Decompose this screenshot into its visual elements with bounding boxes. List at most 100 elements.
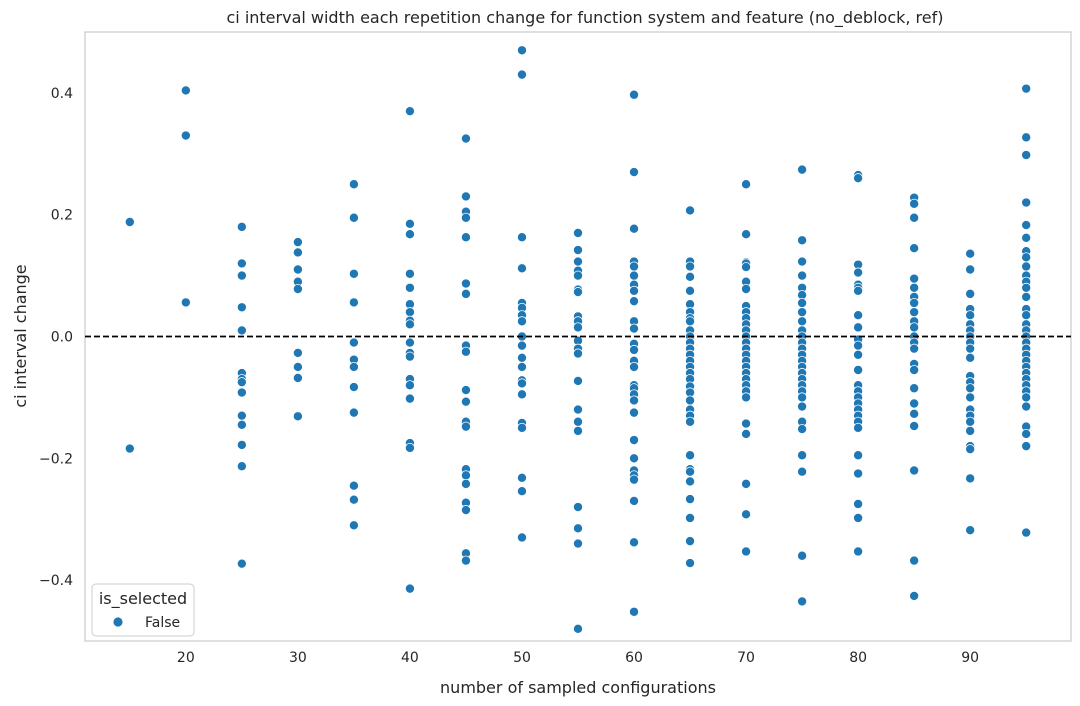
data-point [629,606,640,617]
data-point [629,395,640,406]
data-point [516,340,527,351]
data-point [404,218,415,229]
data-point [1021,252,1032,263]
data-point [460,346,471,357]
data-point [404,337,415,348]
x-axis-label: number of sampled configurations [440,678,716,697]
data-point [909,555,920,566]
data-point [741,392,752,403]
data-point [404,351,415,362]
data-point [292,264,303,275]
data-point [853,512,864,523]
data-point [797,596,808,607]
data-points [124,45,1032,634]
y-tick-label: 0.4 [51,86,73,102]
data-point [516,352,527,363]
data-point [460,278,471,289]
x-axis-ticks: 20 30 40 50 60 70 80 90 [177,650,979,666]
data-point [1021,441,1032,452]
data-point [853,349,864,360]
data-point [1021,282,1032,293]
data-point [797,164,808,175]
data-point [1021,310,1032,321]
data-point [124,443,135,454]
data-point [853,422,864,433]
data-point [348,520,359,531]
data-point [797,307,808,318]
data-point [685,205,696,216]
data-point [236,270,247,281]
data-point [292,361,303,372]
data-point [909,421,920,432]
data-point [348,268,359,279]
data-point [516,472,527,483]
data-point [965,288,976,299]
data-point [348,361,359,372]
data-point [909,273,920,284]
data-point [629,537,640,548]
data-point [348,212,359,223]
data-point [460,478,471,489]
data-point [460,396,471,407]
data-point [629,453,640,464]
y-axis-label: ci interval change [11,264,30,407]
data-point [404,268,415,279]
data-point [516,263,527,274]
data-point [629,167,640,178]
data-point [516,232,527,243]
data-point [460,421,471,432]
data-point [236,461,247,472]
data-point [853,322,864,333]
legend-marker [112,616,124,628]
x-tick-label: 40 [401,650,419,666]
data-point [629,361,640,372]
data-point [965,343,976,354]
data-point [685,512,696,523]
data-point [292,283,303,294]
data-point [629,89,640,100]
data-point [404,282,415,293]
data-point [797,256,808,267]
data-point [909,408,920,419]
data-point [1021,197,1032,208]
data-point [236,410,247,421]
data-point [1021,220,1032,231]
data-point [1021,83,1032,94]
data-point [629,344,640,355]
data-point [573,404,584,415]
data-point [573,227,584,238]
data-point [348,382,359,393]
data-point [909,383,920,394]
x-tick-label: 90 [961,650,979,666]
data-point [516,69,527,80]
data-point [685,494,696,505]
data-point [180,130,191,141]
data-point [236,302,247,313]
data-point [909,297,920,308]
data-point [236,439,247,450]
data-point [573,287,584,298]
data-point [292,372,303,383]
data-point [573,425,584,436]
y-tick-label: 0.2 [51,208,73,224]
data-point [516,389,527,400]
data-point [965,444,976,455]
data-point [685,558,696,569]
data-point [629,261,640,272]
data-point [629,435,640,446]
y-tick-label: 0.0 [51,330,73,346]
data-point [460,191,471,202]
data-point [909,343,920,354]
data-point [853,285,864,296]
data-point [460,232,471,243]
data-point [573,502,584,513]
data-point [909,243,920,254]
data-point [909,465,920,476]
data-point [909,198,920,209]
data-point [1021,261,1032,272]
data-point [1021,132,1032,143]
x-tick-label: 20 [177,650,195,666]
data-point [404,583,415,594]
data-point [573,348,584,359]
